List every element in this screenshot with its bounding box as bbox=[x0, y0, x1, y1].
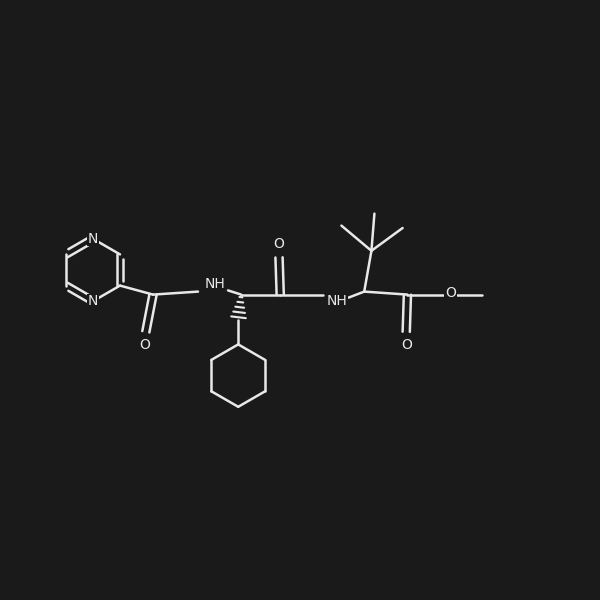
Text: NH: NH bbox=[205, 277, 225, 292]
Text: O: O bbox=[139, 338, 150, 352]
Text: NH: NH bbox=[326, 293, 347, 308]
Text: N: N bbox=[88, 232, 98, 246]
Text: O: O bbox=[401, 338, 412, 352]
Text: N: N bbox=[88, 294, 98, 308]
Text: O: O bbox=[445, 286, 456, 301]
Text: O: O bbox=[274, 237, 284, 251]
